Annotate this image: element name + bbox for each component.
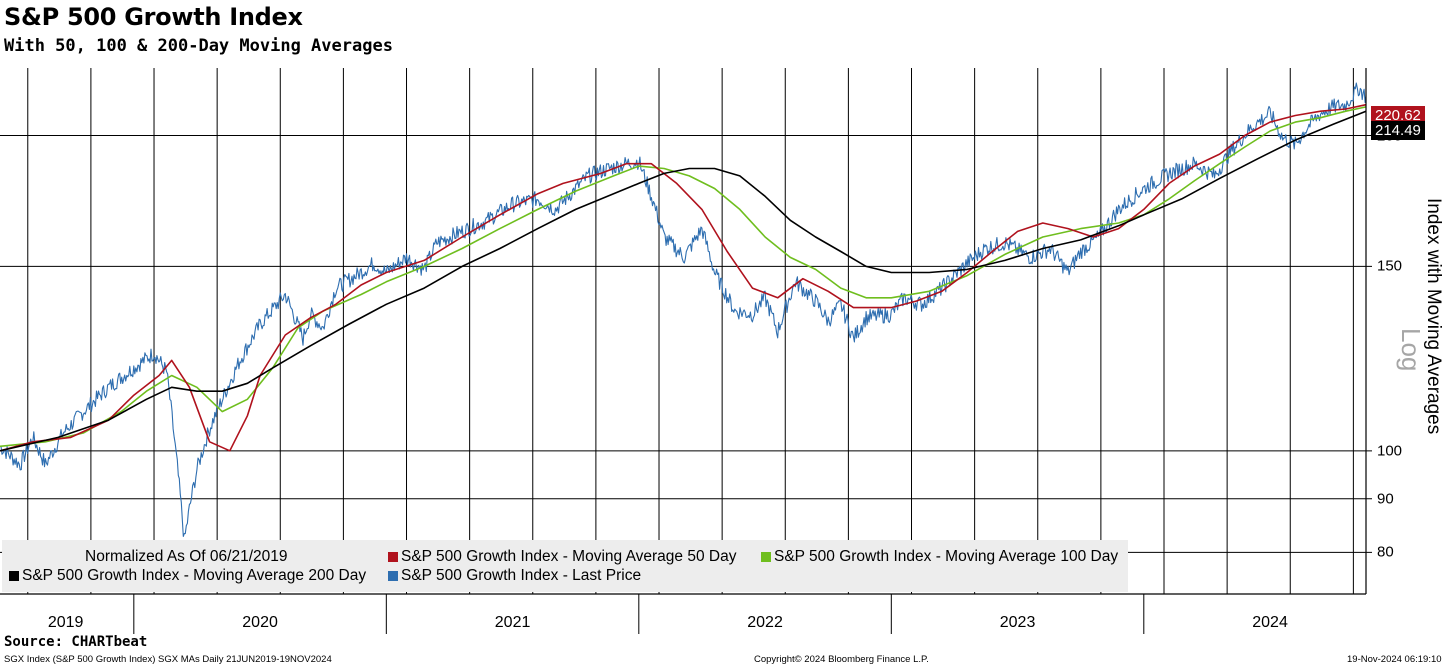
last-value-tag-ma200: 214.49 [1371,121,1425,140]
y-tick-label-150: 150 [1377,257,1403,275]
chart-subtitle: With 50, 100 & 200-Day Moving Averages [4,36,393,56]
legend-item-ma100: S&P 500 Growth Index - Moving Average 10… [761,548,1118,566]
legend-item-ma50: S&P 500 Growth Index - Moving Average 50… [388,548,736,566]
legend-swatch-last [388,571,398,581]
legend-item-last: S&P 500 Growth Index - Last Price [388,567,641,585]
x-tick-label-2023: 2023 [999,614,1036,631]
log-scale-label: Log [1396,328,1426,372]
legend-swatch-ma200 [9,571,19,581]
y-tick-label-100: 100 [1377,442,1403,460]
source-note: Source: CHARTbeat [4,634,148,650]
legend-swatch-ma50 [388,552,398,562]
y-axis-label: Index with Moving Averages [1423,198,1444,435]
legend-swatch-ma100 [761,552,771,562]
x-tick-label-2019: 2019 [47,614,84,631]
x-tick-label-2022: 2022 [747,614,783,631]
legend-label-ma50: S&P 500 Growth Index - Moving Average 50… [401,548,737,565]
legend-normalized-note: Normalized As Of 06/21/2019 [85,548,288,565]
x-tick-label-2024: 2024 [1252,614,1288,631]
legend-item-ma200: S&P 500 Growth Index - Moving Average 20… [9,567,366,585]
x-tick-label-2020: 2020 [242,614,278,631]
chart-title: S&P 500 Growth Index [4,3,303,31]
x-tick-label-2021: 2021 [494,614,531,631]
footer-copyright: Copyright© 2024 Bloomberg Finance L.P. [754,654,929,665]
last-value-tag-ma50: 220.62 [1371,106,1425,125]
series-ma200 [0,110,1367,452]
legend-label-last: S&P 500 Growth Index - Last Price [401,567,642,584]
y-tick-label-90: 90 [1377,490,1394,508]
legend-label-ma100: S&P 500 Growth Index - Moving Average 10… [774,548,1119,565]
chart-legend: Normalized As Of 06/21/2019 S&P 500 Grow… [2,540,1128,592]
footer-timestamp: 19-Nov-2024 06:19:10 [1347,654,1442,665]
legend-label-ma200: S&P 500 Growth Index - Moving Average 20… [22,567,367,584]
footer-series-info: SGX Index (S&P 500 Growth Index) SGX MAs… [4,654,332,665]
series-ma100 [0,106,1367,448]
y-tick-label-80: 80 [1377,543,1394,561]
series-ma50 [0,103,1367,452]
series-last-price [0,82,1367,537]
